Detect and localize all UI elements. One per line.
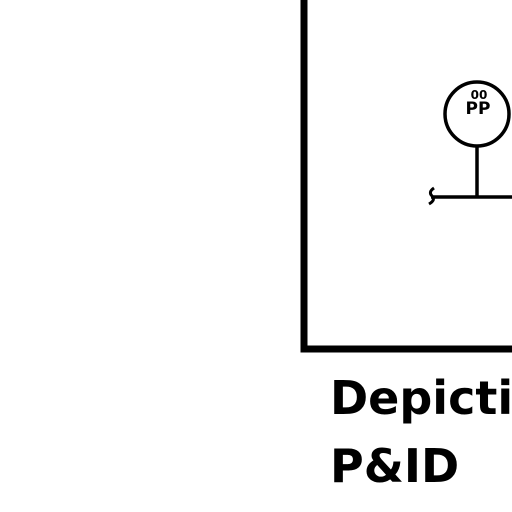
caption-line-1: Depictio — [330, 371, 512, 425]
frame-border — [300, 0, 512, 353]
process-line-end-hook — [428, 186, 435, 206]
caption-line-2: P&ID — [330, 439, 459, 493]
instrument-tag-top: 00 — [471, 88, 488, 102]
instrument-tag-bottom: PP — [466, 99, 491, 119]
instrument-symbol: 00 PP — [443, 80, 511, 197]
process-line — [428, 186, 512, 206]
